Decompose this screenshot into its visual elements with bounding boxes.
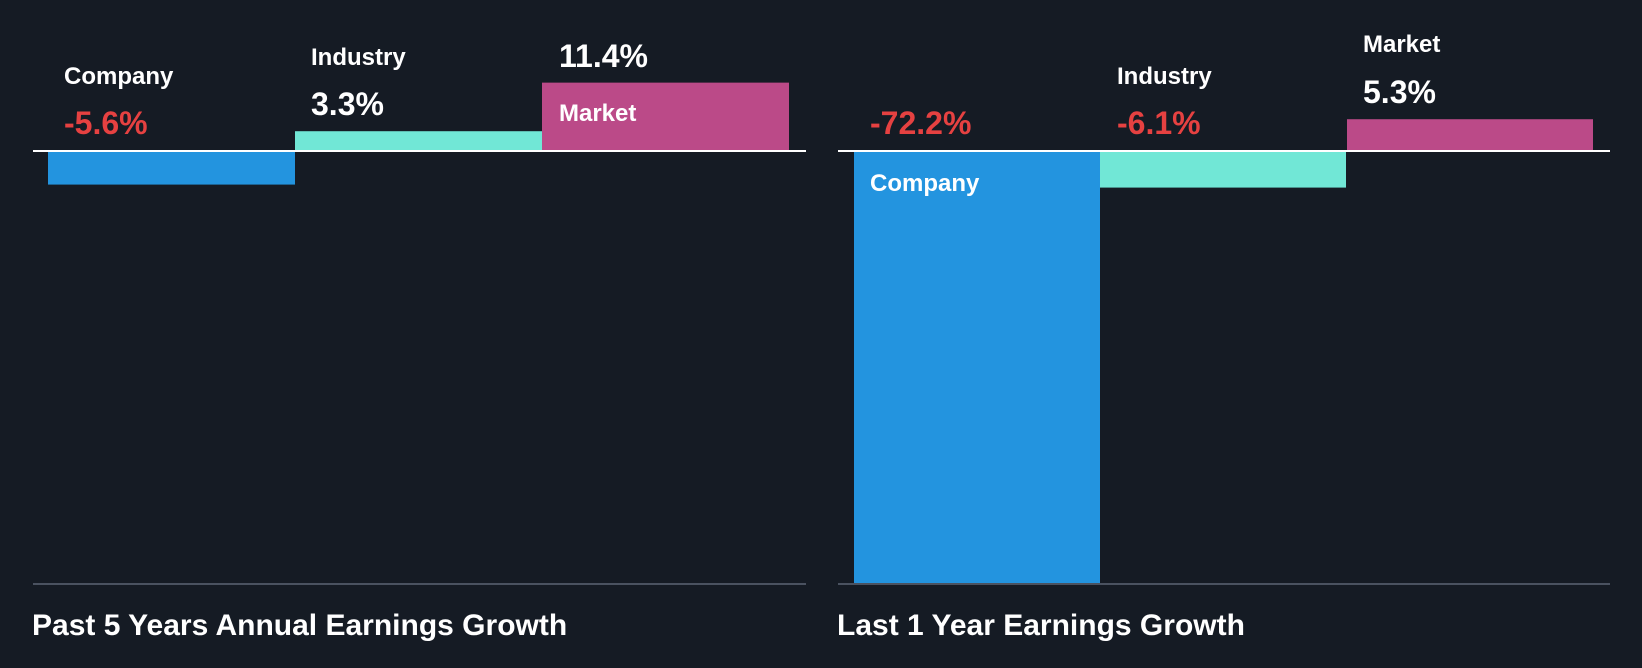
chart-title-past-5-years: Past 5 Years Annual Earnings Growth: [32, 609, 567, 642]
bar-industry: [295, 131, 542, 151]
value-label-market: 5.3%: [1363, 74, 1436, 110]
category-label-industry: Industry: [1117, 63, 1212, 90]
bar-market: [1347, 119, 1593, 151]
value-label-market: 11.4%: [559, 38, 648, 74]
panel-2-bars: [854, 119, 1593, 584]
bar-market: [542, 82, 789, 151]
category-label-company: Company: [870, 170, 980, 197]
panel-1-bars: [48, 82, 789, 185]
category-label-company: Company: [64, 63, 174, 90]
panel-past-5-years: Company -5.6% Industry 3.3% Market 11.4% Past…: [32, 38, 806, 642]
bar-industry: [1100, 151, 1346, 188]
panel-2-labels: Company -72.2% Industry -6.1% Market 5.3%: [870, 31, 1440, 197]
value-label-company: -5.6%: [64, 105, 148, 141]
panel-1-labels: Company -5.6% Industry 3.3% Market 11.4%: [64, 38, 648, 141]
panel-last-1-year: Company -72.2% Industry -6.1% Market 5.3% Las…: [837, 31, 1610, 642]
value-label-industry: -6.1%: [1117, 105, 1201, 141]
category-label-market: Market: [559, 100, 636, 127]
chart-title-last-1-year: Last 1 Year Earnings Growth: [837, 609, 1245, 642]
category-label-industry: Industry: [311, 44, 406, 71]
value-label-company: -72.2%: [870, 105, 971, 141]
category-label-market: Market: [1363, 31, 1440, 58]
value-label-industry: 3.3%: [311, 86, 384, 122]
bar-company: [48, 151, 295, 185]
bar-company: [854, 151, 1100, 584]
